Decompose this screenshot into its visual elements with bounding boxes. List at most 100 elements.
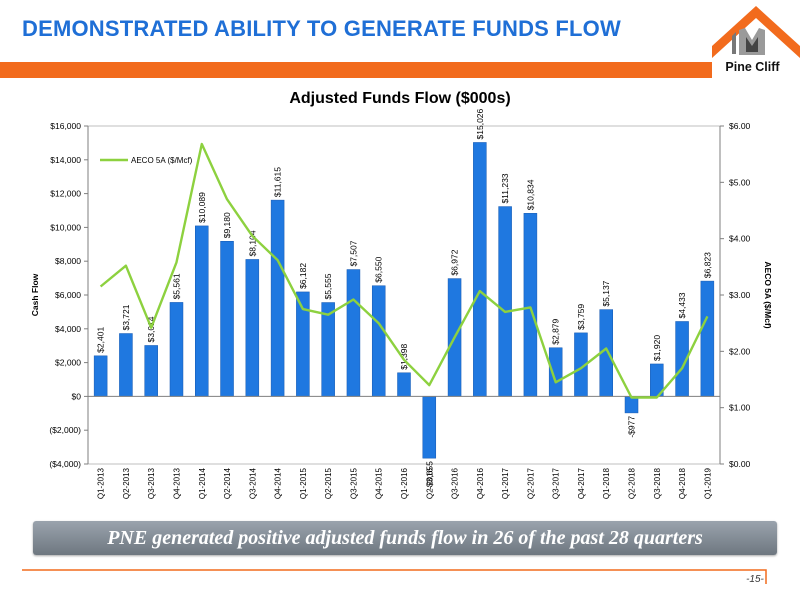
x-tick-label: Q2-2018 bbox=[628, 467, 637, 499]
y2-tick-label: $3.00 bbox=[729, 290, 751, 300]
legend: AECO 5A ($/Mcf) bbox=[100, 156, 193, 165]
footer-line bbox=[22, 569, 767, 584]
bar-value-label: $6,972 bbox=[450, 249, 460, 275]
x-tick-label: Q4-2014 bbox=[274, 467, 283, 499]
y-tick-label: $16,000 bbox=[50, 121, 81, 131]
bar bbox=[119, 333, 133, 397]
funds-flow-chart: $16,000 $14,000 $12,000 $10,000 $8,000 $6,000… bbox=[30, 108, 773, 499]
x-tick-label: Q2-2014 bbox=[223, 467, 232, 499]
bar bbox=[93, 355, 108, 397]
slide-title: DEMONSTRATED ABILITY TO GENERATE FUNDS F… bbox=[22, 16, 621, 41]
bar bbox=[245, 259, 260, 397]
bar-value-label: $3,014 bbox=[146, 316, 156, 342]
x-tick-label: Q3-2016 bbox=[451, 467, 460, 499]
chart-title: Adjusted Funds Flow ($000s) bbox=[289, 90, 511, 107]
bar-value-label: $5,555 bbox=[323, 273, 333, 299]
bar-value-label: $6,550 bbox=[374, 256, 384, 282]
y2-axis-title: AECO 5A ($/Mcf) bbox=[763, 261, 773, 328]
pine-cliff-logo-icon bbox=[712, 6, 800, 58]
x-tick-label: Q2-2013 bbox=[122, 467, 131, 499]
bar-value-label: $5,561 bbox=[171, 273, 181, 299]
bar-value-label: $4,433 bbox=[677, 292, 687, 318]
y-ticks: $16,000 $14,000 $12,000 $10,000 $8,000 $6,000… bbox=[49, 121, 88, 469]
y-tick-label: $14,000 bbox=[50, 155, 81, 165]
y-tick-label: ($2,000) bbox=[49, 425, 81, 435]
y2-tick-label: $4.00 bbox=[729, 234, 751, 244]
y-tick-label: $2,000 bbox=[55, 358, 81, 368]
x-tick-label: Q4-2013 bbox=[172, 467, 181, 499]
title-underline-bar bbox=[0, 62, 712, 78]
x-tick-label: Q1-2017 bbox=[501, 467, 510, 499]
y2-tick-label: $0.00 bbox=[729, 459, 751, 469]
bar-value-label: $1,398 bbox=[399, 344, 409, 370]
legend-label: AECO 5A ($/Mcf) bbox=[131, 156, 193, 165]
y-tick-label: $12,000 bbox=[50, 189, 81, 199]
y-tick-label: $0 bbox=[72, 391, 82, 401]
bar bbox=[700, 280, 715, 397]
x-tick-label: Q1-2019 bbox=[703, 467, 712, 499]
x-tick-label: Q1-2018 bbox=[602, 467, 611, 499]
bar-labels: $2,401 $3,721 $3,014 $5,561 $10,089 $9,180 $8,… bbox=[96, 108, 713, 490]
bar-value-label: $15,026 bbox=[475, 108, 485, 139]
x-tick-label: Q3-2017 bbox=[552, 467, 561, 499]
bar-value-label: $7,507 bbox=[348, 240, 358, 266]
bar bbox=[473, 142, 487, 397]
bar bbox=[422, 396, 437, 459]
x-tick-label: Q2-2016 bbox=[425, 467, 434, 499]
bar bbox=[346, 269, 361, 397]
y2-tick-label: $6.00 bbox=[729, 121, 751, 131]
x-tick-label: Q4-2018 bbox=[678, 467, 687, 499]
y2-tick-label: $1.00 bbox=[729, 403, 751, 413]
y-tick-label: $6,000 bbox=[55, 290, 81, 300]
x-tick-label: Q4-2016 bbox=[476, 467, 485, 499]
bar bbox=[144, 345, 158, 397]
bar bbox=[624, 396, 639, 414]
bar-value-label: $1,920 bbox=[652, 335, 662, 361]
y2-tick-label: $2.00 bbox=[729, 346, 751, 356]
summary-banner-text: PNE generated positive adjusted funds fl… bbox=[107, 527, 703, 549]
bar-value-label: $11,615 bbox=[273, 167, 283, 197]
x-tick-label: Q4-2015 bbox=[375, 467, 384, 499]
y-tick-label: ($4,000) bbox=[49, 459, 81, 469]
bar-value-label: $2,401 bbox=[96, 327, 106, 353]
x-tick-label: Q3-2014 bbox=[248, 467, 257, 499]
logo-text: Pine Cliff bbox=[725, 60, 780, 74]
bar-value-label: $10,834 bbox=[525, 179, 535, 210]
bar-value-label: $3,721 bbox=[121, 304, 131, 330]
x-tick-label: Q3-2015 bbox=[349, 467, 358, 499]
x-tick-label: Q1-2013 bbox=[97, 467, 106, 499]
y-tick-label: $4,000 bbox=[55, 324, 81, 334]
x-labels: Q1-2013 Q2-2013 Q3-2013 Q4-2013 Q1-2014 Q2-20… bbox=[97, 467, 713, 499]
bar-value-label: $6,182 bbox=[298, 263, 308, 289]
x-tick-label: Q1-2015 bbox=[299, 467, 308, 499]
bar bbox=[220, 241, 234, 397]
bars bbox=[93, 142, 715, 459]
bar-value-label: $9,180 bbox=[222, 212, 232, 238]
bar-value-label: -$3,655 bbox=[424, 461, 434, 490]
x-tick-label: Q2-2017 bbox=[526, 467, 535, 499]
x-tick-label: Q4-2017 bbox=[577, 467, 586, 499]
bar-value-label: $3,759 bbox=[576, 304, 586, 330]
bar-value-label: $10,089 bbox=[197, 192, 207, 223]
bar-value-label: $2,879 bbox=[551, 318, 561, 344]
bar-value-label: $8,104 bbox=[247, 230, 257, 256]
bar-value-label: -$977 bbox=[627, 416, 637, 438]
y-tick-label: $8,000 bbox=[55, 256, 81, 266]
y-axis-title: Cash Flow bbox=[30, 273, 40, 316]
x-tick-label: Q2-2015 bbox=[324, 467, 333, 499]
y2-ticks: $6.00 $5.00 $4.00 $3.00 $2.00 $1.00 $0.00 bbox=[720, 121, 751, 469]
bar bbox=[523, 213, 538, 397]
bar bbox=[397, 372, 411, 397]
bar bbox=[371, 285, 386, 397]
x-tick-label: Q3-2018 bbox=[653, 467, 662, 499]
plot-area bbox=[87, 125, 721, 465]
bar bbox=[270, 199, 285, 397]
bar bbox=[498, 206, 512, 397]
bar bbox=[195, 225, 209, 397]
bar-value-label: $11,233 bbox=[500, 173, 510, 203]
bar bbox=[321, 302, 335, 397]
x-tick-label: Q3-2013 bbox=[147, 467, 156, 499]
summary-banner: PNE generated positive adjusted funds fl… bbox=[33, 521, 777, 555]
page-number: -15- bbox=[746, 574, 764, 585]
x-tick-label: Q1-2016 bbox=[400, 467, 409, 499]
